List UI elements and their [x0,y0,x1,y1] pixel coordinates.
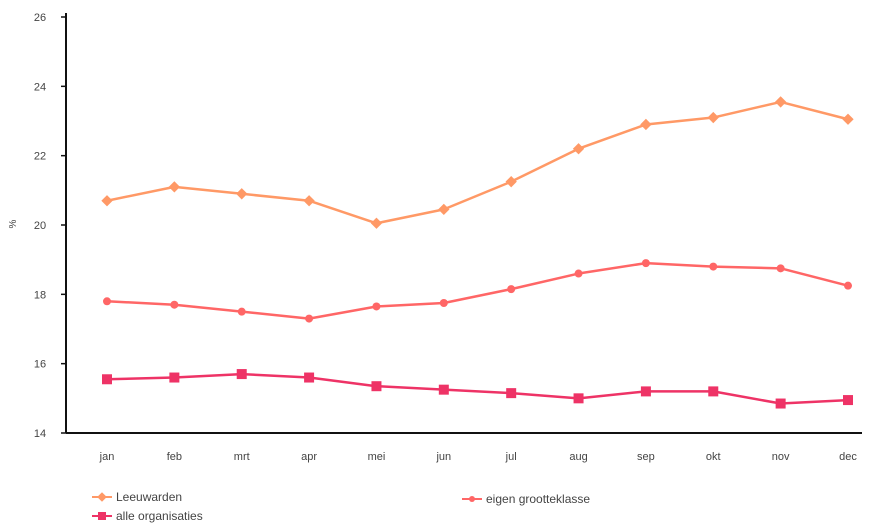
y-axis-ticks: 14 16 18 20 22 24 26 [34,12,66,440]
data-point [776,264,785,273]
data-point [572,143,585,155]
x-axis-ticks: jan feb mrt apr mei jun jul aug sep okt nov dec [99,451,858,463]
data-point [170,300,179,309]
data-point [439,299,448,307]
data-point [102,374,112,385]
series-alle-organisaties [102,369,853,409]
data-point [237,307,246,316]
data-point [236,369,247,380]
y-tick-label: 18 [34,289,46,301]
legend-marker-eigen-grootteklasse [462,494,482,504]
data-point [842,113,854,125]
x-tick-label: dec [839,451,857,463]
data-point [640,118,652,131]
data-point [641,259,650,268]
legend-item-leeuwarden: Leeuwarden [92,490,182,504]
x-tick-label: nov [772,451,790,463]
series-eigen-grootteklasse [103,259,852,323]
legend-label-alle-organisaties: alle organisaties [116,509,203,523]
data-point [371,381,382,392]
data-point [438,203,450,216]
data-point [168,181,181,193]
legend-label-leeuwarden: Leeuwarden [116,490,183,504]
y-tick-label: 14 [34,428,46,440]
data-point [844,281,852,290]
data-point [843,395,853,406]
legend-marker-leeuwarden [92,492,112,502]
y-tick-label: 16 [34,359,46,371]
series-line-alle-organisaties [106,372,849,405]
data-point [101,195,113,207]
x-tick-label: mei [368,451,386,463]
data-point [507,285,516,294]
x-tick-label: okt [706,451,721,463]
data-point [438,384,449,395]
data-point [505,176,517,188]
y-tick-label: 26 [34,12,46,24]
data-point [574,269,583,278]
axes [65,13,862,434]
data-point [305,314,314,323]
x-tick-label: apr [301,451,317,463]
data-point [707,111,719,124]
x-tick-label: jun [435,451,451,463]
data-point [640,386,651,397]
data-point [372,302,381,311]
legend-item-alle-organisaties: alle organisaties [92,509,203,523]
y-axis-label: % [8,219,19,228]
legend-label-eigen-grootteklasse: eigen grootteklasse [486,492,591,506]
series-group [101,96,854,409]
data-point [370,217,383,229]
data-point [573,393,584,404]
y-tick-label: 20 [34,220,46,232]
y-tick-label: 22 [34,151,46,163]
data-point [774,96,787,108]
data-point [169,372,180,383]
data-point [103,297,111,306]
data-point [303,195,315,207]
legend-marker-alle-organisaties [92,511,112,521]
x-tick-label: aug [569,451,587,463]
legend-item-eigen-grootteklasse: eigen grootteklasse [462,492,590,506]
data-point [236,188,248,200]
series-leeuwarden [101,96,854,229]
series-line-eigen-grootteklasse [106,261,849,320]
data-point [709,262,718,271]
data-point [775,398,786,409]
data-point [506,388,517,399]
x-tick-label: jul [505,451,517,463]
x-tick-label: mrt [234,451,250,463]
data-point [304,372,315,383]
data-point [708,386,719,397]
x-tick-label: jan [99,451,115,463]
x-tick-label: sep [637,451,655,463]
x-tick-label: feb [167,451,182,463]
y-tick-label: 24 [34,81,46,93]
series-line-leeuwarden [106,100,849,225]
